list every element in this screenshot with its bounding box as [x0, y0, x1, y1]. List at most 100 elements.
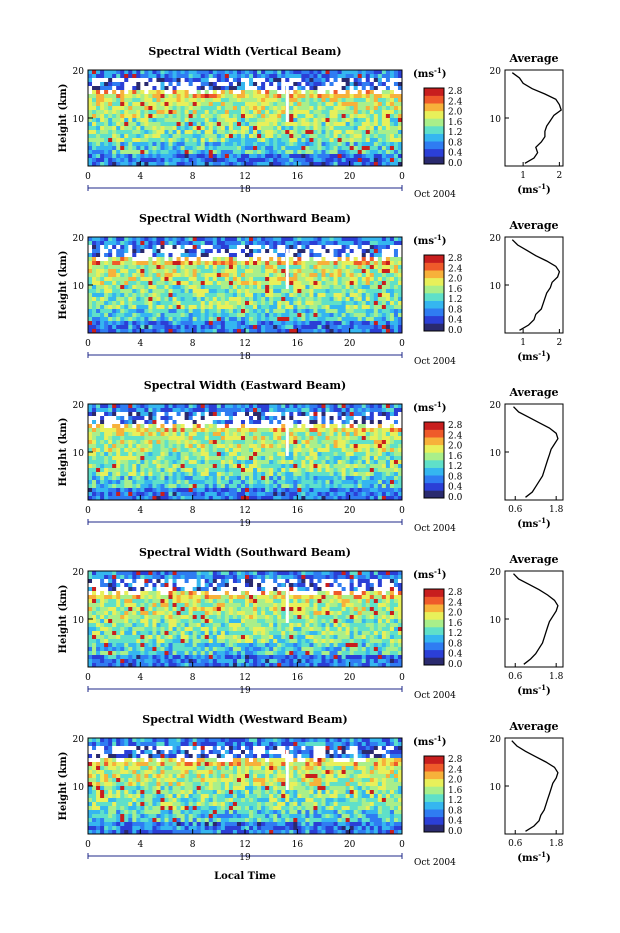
- heatmap-cell: [313, 277, 317, 281]
- heatmap-cell: [326, 297, 330, 301]
- heatmap-cell: [334, 138, 338, 142]
- heatmap-cell: [209, 102, 213, 106]
- heatmap-cell: [309, 150, 313, 154]
- heatmap-cell: [386, 130, 390, 134]
- heatmap-cell: [330, 86, 334, 90]
- heatmap-cell: [221, 285, 225, 289]
- heatmap-cell: [173, 412, 177, 416]
- heatmap-cell: [253, 301, 257, 305]
- heatmap-cell: [217, 130, 221, 134]
- heatmap-cell: [301, 94, 305, 98]
- heatmap-cell: [269, 106, 273, 110]
- heatmap-cell: [156, 154, 160, 158]
- heatmap-cell: [104, 150, 108, 154]
- heatmap-cell: [321, 440, 325, 444]
- heatmap-cell: [317, 456, 321, 460]
- heatmap-cell: [209, 78, 213, 82]
- heatmap-cell: [313, 150, 317, 154]
- heatmap-cell: [132, 424, 136, 428]
- heatmap-cell: [277, 412, 281, 416]
- colorbar-tick-label: 1.6: [448, 118, 463, 128]
- heatmap-cell: [358, 118, 362, 122]
- heatmap-cell: [321, 281, 325, 285]
- heatmap-cell: [273, 305, 277, 309]
- heatmap-cell: [326, 106, 330, 110]
- heatmap-cell: [128, 74, 132, 78]
- heatmap-cell: [289, 313, 293, 317]
- heatmap-cell: [120, 460, 124, 464]
- heatmap-cell: [193, 412, 197, 416]
- heatmap-cell: [128, 456, 132, 460]
- heatmap-cell: [112, 412, 116, 416]
- heatmap-cell: [132, 301, 136, 305]
- heatmap-cell: [346, 424, 350, 428]
- heatmap-cell: [330, 416, 334, 420]
- heatmap-cell: [241, 261, 245, 265]
- heatmap-cell: [289, 261, 293, 265]
- heatmap-cell: [156, 277, 160, 281]
- heatmap-cell: [265, 301, 269, 305]
- heatmap-cell: [358, 146, 362, 150]
- heatmap-cell: [293, 273, 297, 277]
- heatmap-cell: [229, 122, 233, 126]
- heatmap-cell: [225, 281, 229, 285]
- heatmap-cell: [261, 452, 265, 456]
- heatmap-cell: [96, 448, 100, 452]
- heatmap-cell: [229, 321, 233, 325]
- heatmap-cell: [148, 94, 152, 98]
- heatmap-cell: [342, 241, 346, 245]
- heatmap-cell: [358, 313, 362, 317]
- heatmap-cell: [160, 98, 164, 102]
- heatmap-cell: [177, 297, 181, 301]
- heatmap-cell: [366, 154, 370, 158]
- heatmap-cell: [164, 253, 168, 257]
- heatmap-cell: [245, 102, 249, 106]
- heatmap-cell: [378, 289, 382, 293]
- heatmap-cell: [257, 265, 261, 269]
- heatmap-cell: [177, 273, 181, 277]
- heatmap-cell: [241, 404, 245, 408]
- heatmap-cell: [156, 440, 160, 444]
- heatmap-cell: [289, 249, 293, 253]
- heatmap-cell: [108, 74, 112, 78]
- heatmap-cell: [293, 110, 297, 114]
- heatmap-cell: [249, 154, 253, 158]
- heatmap-cell: [285, 412, 289, 416]
- x-tick-label: 8: [190, 339, 196, 349]
- heatmap-cell: [108, 86, 112, 90]
- heatmap-cell: [225, 154, 229, 158]
- heatmap-cell: [297, 237, 301, 241]
- heatmap-cell: [370, 154, 374, 158]
- heatmap-cell: [330, 420, 334, 424]
- heatmap-cell: [330, 134, 334, 138]
- heatmap-cell: [124, 440, 128, 444]
- heatmap-cell: [285, 146, 289, 150]
- x-tick-label: 4: [137, 172, 143, 182]
- heatmap-cell: [132, 408, 136, 412]
- heatmap-cell: [374, 285, 378, 289]
- heatmap-cell: [217, 440, 221, 444]
- heatmap-cell: [136, 277, 140, 281]
- heatmap-cell: [257, 249, 261, 253]
- heatmap-cell: [289, 98, 293, 102]
- colorbar-segment: [424, 103, 444, 111]
- heatmap-cell: [253, 86, 257, 90]
- heatmap-cell: [273, 241, 277, 245]
- heatmap-cell: [100, 321, 104, 325]
- heatmap-cell: [253, 118, 257, 122]
- heatmap-cell: [249, 265, 253, 269]
- heatmap-cell: [205, 436, 209, 440]
- heatmap-cell: [193, 98, 197, 102]
- heatmap-cell: [140, 428, 144, 432]
- heatmap-cell: [201, 241, 205, 245]
- heatmap-cell: [245, 452, 249, 456]
- heatmap-cell: [177, 412, 181, 416]
- heatmap-cell: [92, 142, 96, 146]
- heatmap-cell: [108, 460, 112, 464]
- heatmap-cell: [177, 313, 181, 317]
- heatmap-cell: [334, 440, 338, 444]
- heatmap-cell: [229, 70, 233, 74]
- heatmap-cell: [221, 114, 225, 118]
- heatmap-cell: [362, 428, 366, 432]
- heatmap-cell: [116, 110, 120, 114]
